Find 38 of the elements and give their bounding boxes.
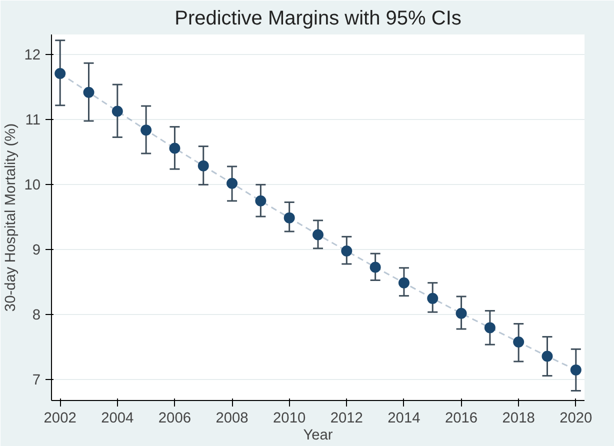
point <box>456 308 467 319</box>
point <box>255 195 266 206</box>
point <box>370 262 381 273</box>
x-tick-label: 2004 <box>101 410 134 426</box>
x-tick-label: 2016 <box>444 410 478 426</box>
y-axis-title: 30-day Hospital Mortality (%) <box>3 123 20 312</box>
point <box>398 277 410 288</box>
point <box>226 178 238 189</box>
y-tick-label: 7 <box>32 372 41 389</box>
point <box>341 245 352 256</box>
x-tick-label: 2012 <box>330 410 363 426</box>
point <box>54 68 66 79</box>
point <box>284 212 295 224</box>
point <box>513 336 524 348</box>
chart-title: Predictive Margins with 95% CIs <box>174 8 462 30</box>
x-tick-label: 2020 <box>560 410 592 426</box>
point <box>484 322 496 334</box>
point <box>570 364 582 376</box>
x-tick-label: 2006 <box>158 410 192 426</box>
point <box>112 106 123 117</box>
y-tick-label: 12 <box>24 48 41 64</box>
point <box>169 142 180 154</box>
x-tick-label: 2018 <box>502 410 535 426</box>
y-tick-label: 11 <box>25 112 41 129</box>
point <box>427 292 438 304</box>
point <box>312 229 324 240</box>
x-tick-label: 2008 <box>216 410 248 426</box>
y-tick-label: 9 <box>32 242 41 259</box>
x-axis-title: Year <box>303 428 333 444</box>
x-tick-label: 2014 <box>388 410 420 426</box>
point <box>140 124 152 136</box>
x-tick-label: 2002 <box>44 410 76 426</box>
point <box>198 160 209 172</box>
x-tick-label: 2010 <box>273 410 306 426</box>
point <box>83 86 94 98</box>
y-tick-label: 10 <box>24 178 41 194</box>
point <box>542 350 553 362</box>
y-tick-label: 8 <box>32 308 41 324</box>
